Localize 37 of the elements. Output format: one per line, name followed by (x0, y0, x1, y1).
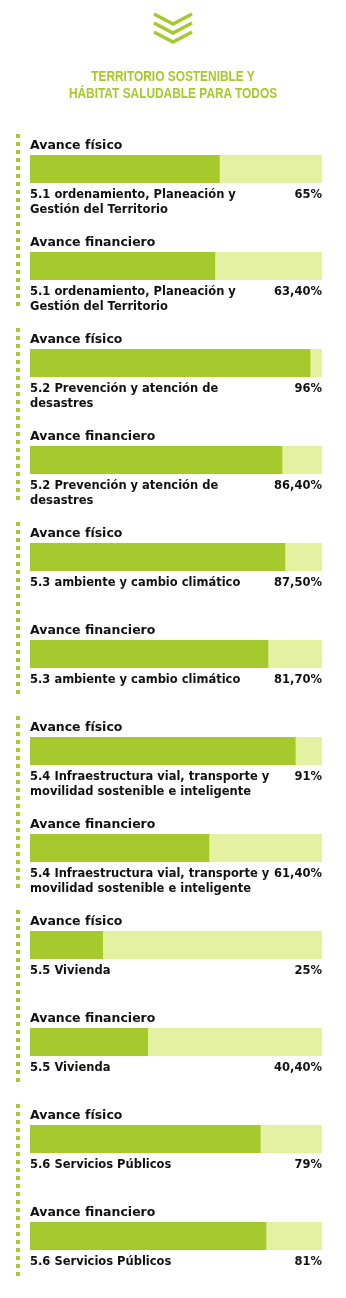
annotation: 5.2 Prevención y atención de desastres (30, 380, 220, 411)
data-label: 91% (294, 768, 322, 785)
chart-title: TERRITORIO SOSTENIBLE Y HÁBITAT SALUDABLE PARA TODOS (67, 68, 279, 102)
data-label: 63,40% (274, 283, 322, 300)
data-label: 65% (294, 186, 322, 203)
data-label: 81% (294, 1253, 322, 1269)
annotation: Avance físico (30, 912, 123, 929)
annotation: Avance financiero (30, 1203, 156, 1220)
data-label: 25% (294, 962, 322, 978)
annotation: Avance físico (30, 524, 123, 541)
annotation: Avance financiero (30, 427, 156, 444)
annotation: 5.2 Prevención y atención de desastres (30, 477, 220, 508)
data-label: 79% (294, 1156, 322, 1172)
annotation: Avance financiero (30, 815, 156, 832)
annotation: Avance físico (30, 136, 123, 153)
data-label: 87,50% (274, 574, 322, 590)
annotation: 5.6 Servicios Públicos (30, 1253, 173, 1269)
data-label: 40,40% (274, 1059, 322, 1075)
annotation: 5.4 Infraestructura vial, transporte y movilidad sostenible e inteligente (30, 865, 270, 896)
annotation: Avance físico (30, 1106, 123, 1123)
annotation: Avance financiero (30, 233, 156, 250)
data-label: 61,40% (274, 865, 322, 882)
annotation: 5.4 Infraestructura vial, transporte y movilidad sostenible e inteligente (30, 768, 270, 799)
data-label: 81,70% (274, 671, 322, 687)
annotation: 5.6 Servicios Públicos (30, 1156, 173, 1172)
annotation: 5.1 ordenamiento, Planeación y Gestión del Territorio (30, 283, 237, 314)
annotation: Avance financiero (30, 621, 156, 638)
data-label: 96% (294, 380, 322, 397)
annotation: 5.3 ambiente y cambio climático (30, 671, 242, 687)
annotation: Avance físico (30, 330, 123, 347)
annotation: Avance financiero (30, 1009, 156, 1026)
annotation: Avance físico (30, 718, 123, 735)
annotation: 5.5 Vivienda (30, 962, 112, 978)
annotation: 5.1 ordenamiento, Planeación y Gestión del Territorio (30, 186, 237, 217)
annotation: 5.5 Vivienda (30, 1059, 112, 1075)
annotation: 5.3 ambiente y cambio climático (30, 574, 242, 590)
data-label: 86,40% (274, 477, 322, 494)
